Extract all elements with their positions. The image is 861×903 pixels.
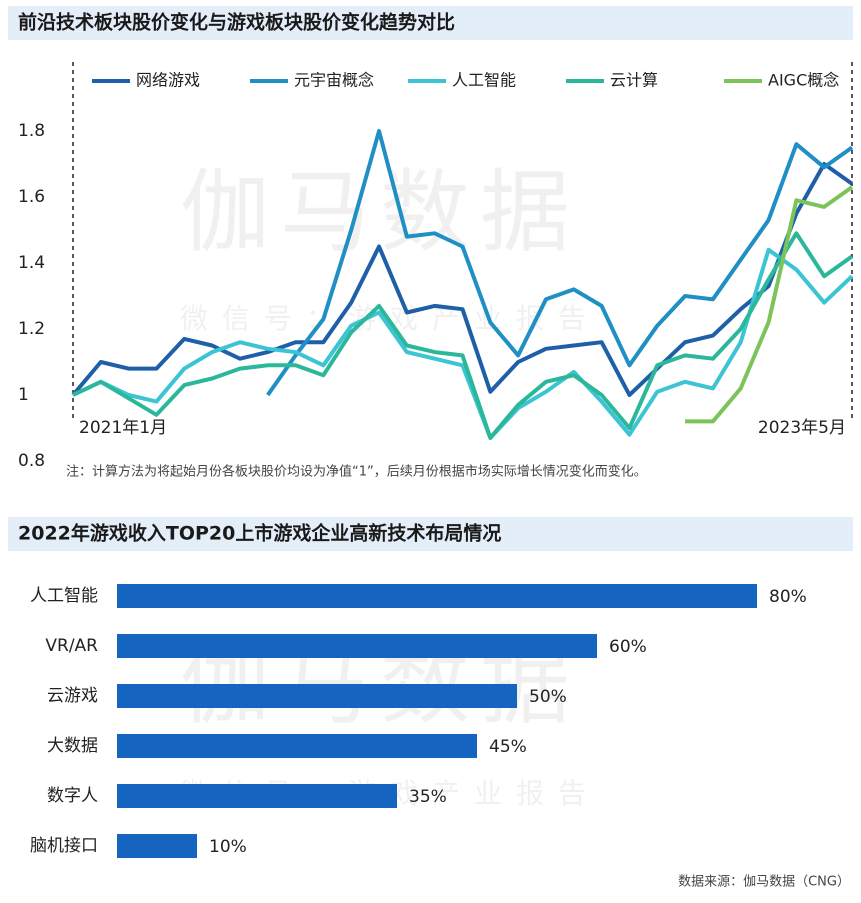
legend-label: 人工智能 (452, 71, 516, 90)
category-label: VR/AR (45, 636, 98, 656)
bar (117, 634, 597, 658)
category-label: 云游戏 (47, 686, 98, 706)
title-band (8, 6, 853, 40)
category-label: 大数据 (47, 736, 98, 756)
series-line (72, 247, 854, 440)
series-line (71, 162, 854, 397)
bar (117, 684, 517, 708)
value-label: 60% (609, 637, 647, 657)
bar (117, 584, 757, 608)
y-tick-label: 1.8 (18, 121, 45, 141)
bar (117, 834, 197, 858)
y-tick-label: 1 (18, 385, 29, 405)
series-line (266, 129, 854, 397)
series-line (72, 231, 854, 440)
value-label: 10% (209, 837, 247, 857)
legend-label: AIGC概念 (768, 71, 839, 90)
value-label: 45% (489, 737, 527, 757)
watermark: 伽马数据 (180, 160, 580, 265)
title-band (8, 517, 853, 551)
category-label: 脑机接口 (30, 836, 98, 856)
legend-label: 元宇宙概念 (294, 71, 374, 90)
legend-label: 网络游戏 (136, 71, 200, 90)
x-tick-label: 2023年5月 (758, 418, 846, 438)
y-tick-label: 1.2 (18, 319, 45, 339)
value-label: 35% (409, 787, 447, 807)
bar (117, 734, 477, 758)
y-tick-label: 1.4 (18, 253, 45, 273)
chart-title: 2022年游戏收入TOP20上市游戏企业高新技术布局情况 (18, 522, 501, 545)
category-label: 数字人 (47, 786, 98, 806)
note: 注：计算方法为将起始月份各板块股价均设为净值“1”，后续月份根据市场实际增长情况… (66, 464, 647, 480)
y-tick-label: 1.6 (18, 187, 45, 207)
series-line (685, 185, 854, 424)
value-label: 50% (529, 687, 567, 707)
y-tick-label: 0.8 (18, 451, 45, 471)
value-label: 80% (769, 587, 807, 607)
chart-title: 前沿技术板块股价变化与游戏板块股价变化趋势对比 (18, 11, 455, 34)
source: 数据来源：伽马数据（CNG） (678, 875, 850, 890)
x-tick-label: 2021年1月 (79, 418, 167, 438)
legend-label: 云计算 (610, 71, 658, 90)
bar (117, 784, 397, 808)
category-label: 人工智能 (30, 586, 98, 606)
